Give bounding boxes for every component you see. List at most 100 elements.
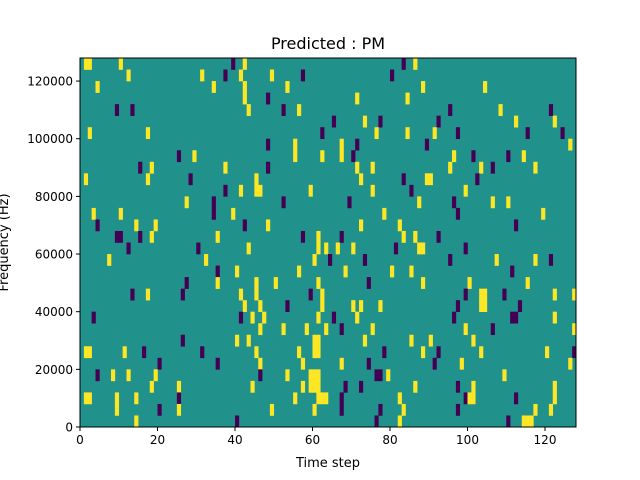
heatmap-cell — [246, 242, 251, 255]
heatmap-cell — [510, 311, 515, 324]
heatmap-cell — [374, 415, 379, 428]
heatmap-cell — [246, 334, 251, 347]
heatmap-cell — [409, 184, 414, 197]
heatmap-cell — [200, 69, 205, 82]
heatmap-cell — [347, 196, 352, 209]
heatmap-cell — [417, 196, 422, 209]
heatmap-cell — [548, 104, 554, 116]
heatmap-cell — [250, 380, 255, 393]
heatmap-cell — [417, 242, 422, 255]
heatmap-cell — [362, 334, 368, 347]
heatmap-cell — [351, 150, 356, 163]
heatmap-cell — [471, 380, 476, 393]
heatmap-cell — [545, 346, 550, 359]
heatmap-cell — [266, 92, 271, 105]
heatmap-cell — [378, 403, 383, 416]
heatmap-cell — [378, 300, 383, 312]
heatmap-cell — [192, 150, 197, 163]
heatmap-cell — [134, 219, 139, 232]
heatmap-cell — [370, 184, 375, 197]
heatmap-cell — [339, 323, 344, 336]
heatmap-cell — [339, 403, 344, 416]
heatmap-cell — [533, 403, 538, 416]
heatmap-cell — [490, 196, 495, 209]
heatmap-cell — [339, 392, 344, 405]
heatmap-cell — [149, 380, 154, 393]
heatmap-cell — [258, 357, 263, 370]
heatmap-cell — [428, 334, 433, 347]
heatmap-cell — [308, 369, 313, 382]
heatmap-cell — [370, 323, 375, 336]
heatmap-cell — [471, 150, 476, 163]
heatmap-cell — [572, 288, 577, 301]
heatmap-cell — [455, 300, 461, 312]
heatmap-cell — [479, 288, 484, 301]
heatmap-cell — [114, 392, 120, 405]
heatmap-cell — [95, 219, 100, 232]
heatmap-cell — [401, 58, 406, 70]
heatmap-cell — [180, 288, 185, 301]
heatmap-cell — [312, 334, 317, 347]
heatmap-cell — [114, 104, 120, 116]
heatmap-cell — [258, 323, 263, 336]
heatmap-cell — [258, 300, 263, 312]
heatmap-cell — [463, 242, 468, 255]
heatmap-cell — [180, 334, 185, 347]
heatmap-cell — [324, 392, 329, 405]
heatmap-cell — [405, 127, 410, 140]
heatmap-cell — [421, 81, 426, 93]
heatmap-cell — [83, 392, 89, 405]
heatmap-cell — [211, 81, 216, 93]
heatmap-cell — [397, 415, 402, 428]
heatmap-cell — [479, 346, 484, 359]
heatmap-cell — [413, 380, 418, 393]
x-tick-label: 20 — [150, 433, 165, 447]
heatmap-cell — [432, 357, 437, 370]
heatmap-cell — [397, 219, 402, 232]
heatmap-cell — [382, 207, 387, 220]
heatmap-cell — [521, 415, 526, 428]
heatmap-cell — [215, 265, 220, 278]
heatmap-cell — [331, 115, 337, 128]
y-tick-label: 80000 — [35, 190, 73, 204]
heatmap-cell — [87, 392, 92, 405]
heatmap-cell — [413, 230, 418, 243]
heatmap-cell — [494, 254, 499, 266]
y-tick-label: 20000 — [35, 363, 73, 377]
heatmap-cell — [320, 288, 325, 301]
heatmap-cell — [343, 380, 348, 393]
heatmap-cell — [184, 277, 189, 289]
heatmap-cell — [300, 357, 306, 370]
heatmap-cell — [436, 230, 441, 243]
heatmap-cell — [525, 127, 530, 140]
heatmap-cell — [95, 81, 100, 93]
heatmap-cell — [459, 357, 464, 370]
heatmap-cell — [235, 265, 240, 278]
heatmap-cell — [316, 369, 321, 382]
heatmap-cell — [355, 92, 360, 105]
heatmap-cell — [502, 288, 507, 301]
heatmap-cell — [359, 173, 364, 186]
heatmap-cell — [452, 196, 457, 209]
heatmap-cell — [308, 380, 313, 393]
heatmap-cell — [83, 173, 89, 186]
heatmap-cell — [114, 403, 120, 416]
heatmap-cell — [223, 184, 228, 197]
heatmap-cell — [145, 173, 151, 186]
heatmap-cell — [502, 369, 507, 382]
heatmap-cell — [176, 380, 182, 393]
y-tick-label: 40000 — [35, 305, 73, 319]
heatmap-cell — [568, 357, 573, 370]
heatmap-cell — [293, 392, 298, 405]
heatmap-cell — [436, 346, 441, 359]
heatmap-cell — [359, 380, 364, 393]
heatmap-cell — [242, 219, 247, 232]
heatmap-cell — [471, 334, 476, 347]
heatmap-cell — [242, 81, 247, 93]
x-tick-label: 40 — [227, 433, 242, 447]
y-tick-label: 0 — [65, 421, 73, 435]
y-tick-label: 100000 — [27, 132, 73, 146]
heatmap-cell — [285, 300, 290, 312]
heatmap-cell — [483, 300, 488, 312]
